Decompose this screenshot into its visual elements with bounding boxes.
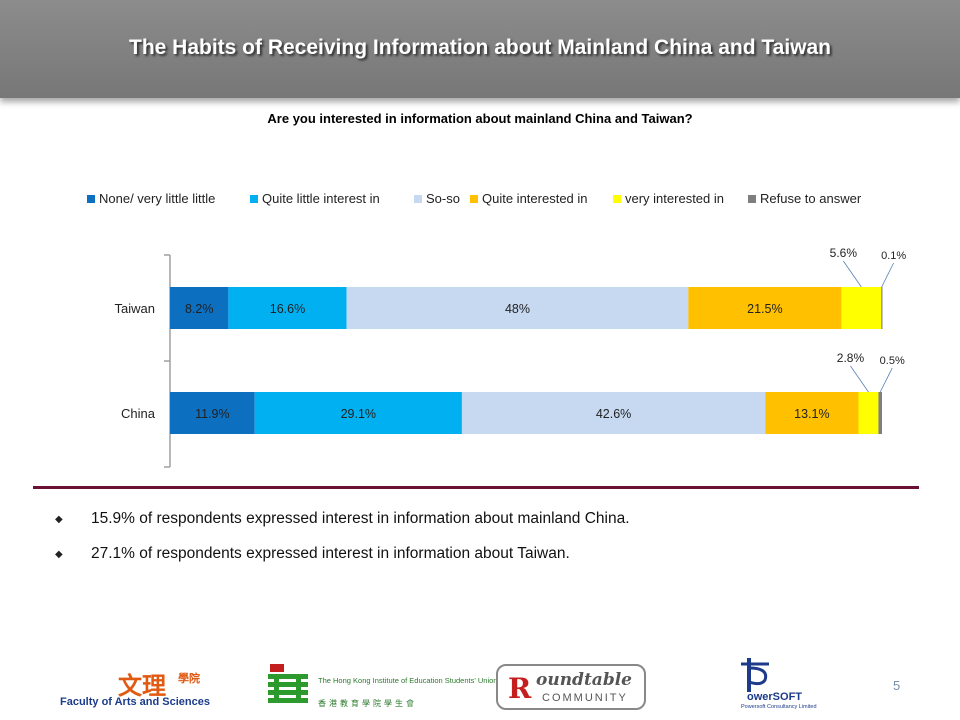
arts-sciences-logo: 文理 學院 Faculty of Arts and Sciences [60,666,210,708]
legend-label: Quite interested in [482,191,588,206]
powersoft-logo: owerSOFT Powersoft Consultancy Limited [735,654,830,712]
category-label: Taiwan [115,301,155,316]
stacked-bar-chart: None/ very little little Quite little int… [87,191,906,468]
bullet-item: ◆ 27.1% of respondents expressed interes… [55,545,915,563]
category-label: China [121,406,156,421]
data-label: 11.9% [195,407,230,421]
callout-leader-line [850,365,869,393]
hkied-union-logo: The Hong Kong Institute of Education Stu… [266,662,497,710]
powersoft-logo-name: owerSOFT [747,691,803,703]
page-number: 5 [893,678,901,693]
data-label: 48% [505,302,530,316]
data-label: 8.2% [185,302,214,316]
hkied-logo-cn: 香港教育學院學生會 [318,699,417,708]
data-label: 0.1% [881,250,906,262]
arts-logo-cn-small: 學院 [178,673,200,685]
bar-segment [461,392,766,434]
roundtable-logo-sub: COMMUNITY [542,692,628,704]
legend-label: very interested in [625,191,724,206]
legend-swatch [470,195,478,203]
data-label: 13.1% [794,407,829,421]
data-label: 5.6% [830,246,858,260]
callout-leader-line [843,260,862,288]
data-label: 0.5% [880,355,905,367]
roundtable-logo-main: oundtable [536,670,632,690]
diamond-bullet-icon: ◆ [55,513,63,525]
legend-swatch [748,195,756,203]
legend-label: None/ very little little [99,191,215,206]
bar-segment [858,392,879,434]
bar-segment [688,287,842,329]
diamond-bullet-icon: ◆ [55,548,63,560]
data-label: 16.6% [270,302,305,316]
legend-swatch [87,195,95,203]
bullet-list: ◆ 15.9% of respondents expressed interes… [55,510,915,580]
bar-segment [254,392,462,434]
bar-segment [228,287,347,329]
data-label: 29.1% [341,407,376,421]
callout-leader-line [879,367,893,393]
powersoft-p-icon [741,658,769,692]
footer: 文理 學院 Faculty of Arts and Sciences The H… [0,650,960,720]
legend-swatch [414,195,422,203]
legend-label: Refuse to answer [760,191,862,206]
bullet-item: ◆ 15.9% of respondents expressed interes… [55,510,915,528]
roundtable-r-icon: R [508,672,532,705]
bullet-text: 15.9% of respondents expressed interest … [91,510,630,527]
data-label: 2.8% [837,351,865,365]
legend-label: Quite little interest in [262,191,380,206]
bar-segment [878,392,882,434]
legend-label: So-so [426,191,460,206]
hkied-logo-text: The Hong Kong Institute of Education Stu… [318,676,498,685]
divider-line [33,486,919,489]
legend-swatch [613,195,621,203]
bar-segment [170,287,229,329]
hkied-emblem-icon [268,664,308,703]
bar-segment [841,287,882,329]
arts-logo-en: Faculty of Arts and Sciences [60,696,210,708]
bullet-text: 27.1% of respondents expressed interest … [91,545,570,562]
bar-segment [881,287,883,329]
data-label: 42.6% [596,407,631,421]
roundtable-community-logo: R oundtable COMMUNITY [496,664,646,710]
header-bar: The Habits of Receiving Information abou… [0,0,960,98]
arts-logo-cn: 文理 [118,671,166,700]
powersoft-logo-sub: Powersoft Consultancy Limited [741,704,817,710]
slide-title: The Habits of Receiving Information abou… [129,36,831,59]
bar-segment [765,392,859,434]
bar-segment [170,392,255,434]
callout-leader-line [881,262,895,288]
legend-swatch [250,195,258,203]
chart-title: Are you interested in information about … [267,111,693,126]
bar-segment [346,287,689,329]
data-label: 21.5% [747,302,782,316]
